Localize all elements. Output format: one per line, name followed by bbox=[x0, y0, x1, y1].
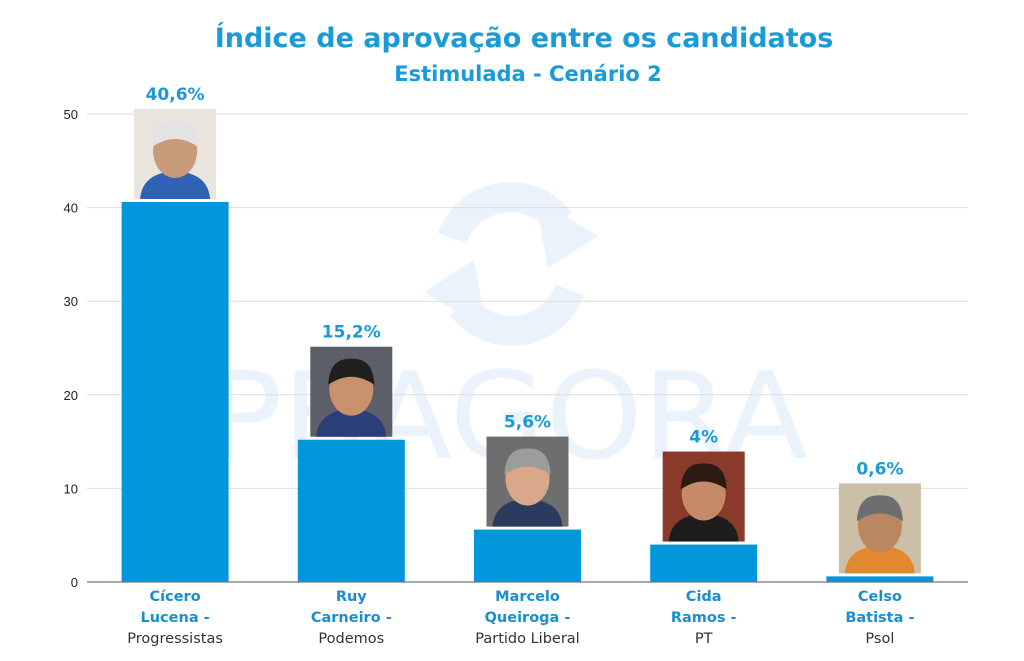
x-tick-label-name: Lucena - bbox=[141, 610, 210, 626]
x-tick-label-name: Carneiro - bbox=[311, 610, 392, 626]
bar bbox=[121, 201, 229, 582]
bar-value-label: 40,6% bbox=[146, 85, 205, 105]
bar-value-label: 15,2% bbox=[322, 323, 381, 343]
candidate-photo-cicero-lucena bbox=[134, 108, 217, 199]
bar-value-label: 0,6% bbox=[856, 459, 903, 479]
bar bbox=[297, 439, 405, 582]
y-tick-label: 20 bbox=[64, 388, 78, 403]
candidate-photo-celso-batista bbox=[838, 483, 921, 574]
bar bbox=[826, 576, 934, 582]
y-tick-label: 10 bbox=[64, 481, 78, 496]
bar-value-label: 5,6% bbox=[504, 413, 551, 433]
chart-title: Índice de aprovação entre os candidatos bbox=[215, 22, 834, 54]
candidate-photo-marcelo-queiroga bbox=[486, 436, 569, 527]
x-tick-label-party: PT bbox=[695, 631, 713, 647]
chart-subtitle: Estimulada - Cenário 2 bbox=[394, 62, 662, 86]
y-tick-label: 0 bbox=[71, 575, 78, 590]
x-tick-label-name: Celso bbox=[858, 589, 902, 605]
x-tick-label-name: Cícero bbox=[150, 589, 201, 605]
x-tick-label-name: Ramos - bbox=[671, 610, 737, 626]
bar bbox=[474, 529, 581, 582]
y-tick-label: 50 bbox=[64, 107, 78, 122]
y-axis: 0 10 20 30 40 50 bbox=[64, 107, 78, 590]
candidate-photo-ruy-carneiro bbox=[310, 346, 393, 437]
x-tick-label-name: Marcelo bbox=[495, 589, 560, 605]
x-tick-label-party: Podemos bbox=[318, 631, 384, 647]
x-tick-label-name: Batista - bbox=[845, 610, 914, 626]
y-tick-label: 30 bbox=[64, 294, 78, 309]
y-tick-label: 40 bbox=[64, 201, 78, 216]
candidate-photo-cida-ramos bbox=[662, 451, 745, 542]
refresh-arrows-icon bbox=[424, 182, 598, 346]
x-tick-label-name: Cida bbox=[686, 589, 722, 605]
bar bbox=[650, 544, 758, 582]
x-tick-label-party: Partido Liberal bbox=[475, 631, 579, 647]
x-axis: Cícero Lucena - Progressistas Ruy Carneiro -… bbox=[127, 589, 914, 647]
x-tick-label-name: Queiroga - bbox=[485, 610, 571, 626]
x-tick-label-party: Psol bbox=[865, 631, 894, 647]
x-tick-label-name: Ruy bbox=[336, 589, 367, 605]
bars: 40,6% 15,2% 5,6% 4% 0,6% bbox=[121, 85, 934, 582]
bar-value-label: 4% bbox=[689, 428, 718, 448]
x-tick-label-party: Progressistas bbox=[127, 631, 223, 647]
